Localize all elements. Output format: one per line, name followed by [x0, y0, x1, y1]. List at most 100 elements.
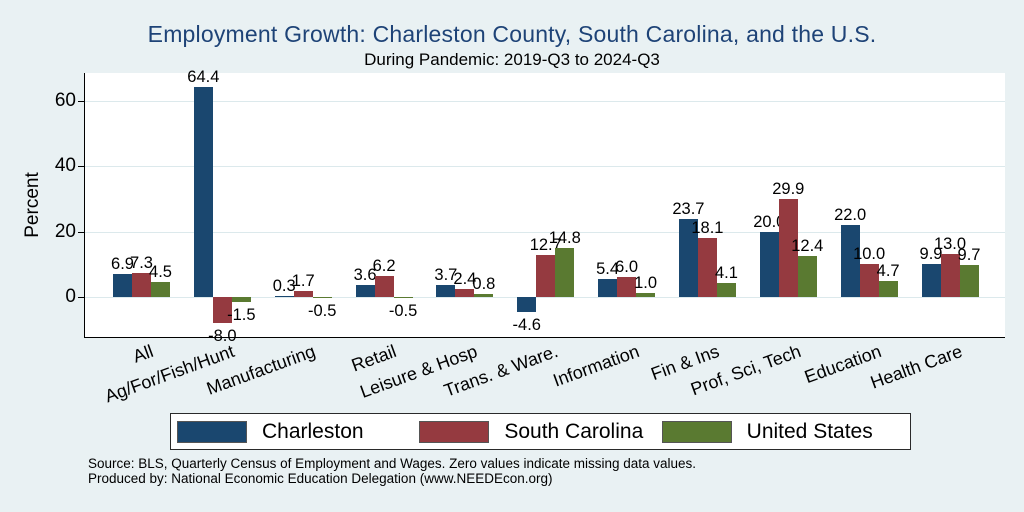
y-axis-title: Percent — [22, 172, 43, 238]
value-label: 9.7 — [957, 246, 981, 265]
value-label: 6.0 — [615, 258, 639, 277]
bar-united-states-all — [151, 281, 170, 297]
legend-item-united-states: United States — [661, 419, 904, 444]
value-label: 3.7 — [434, 265, 458, 284]
value-label: 4.1 — [714, 264, 738, 283]
value-label: 9.9 — [919, 245, 943, 264]
value-label: 0.8 — [472, 275, 496, 294]
value-label: 20.0 — [753, 212, 786, 231]
bar-charleston-leisure-hosp — [436, 284, 456, 297]
bar-united-states-health-care — [959, 265, 979, 297]
legend-label: South Carolina — [504, 419, 644, 443]
y-tick-mark-0 — [78, 296, 84, 298]
bar-south-carolina-ag-for-fish-hunt — [212, 296, 232, 323]
bar-charleston-trans-ware- — [517, 296, 537, 312]
value-label: 23.7 — [672, 200, 705, 219]
source-note: Source: BLS, Quarterly Census of Employm… — [88, 456, 696, 486]
value-label: 5.4 — [596, 260, 620, 279]
bar-south-carolina-retail — [374, 276, 394, 297]
bar-charleston-retail — [355, 284, 375, 297]
bar-south-carolina-trans-ware- — [536, 255, 556, 297]
value-label: 10.0 — [853, 245, 886, 264]
y-tick-mark-40 — [78, 166, 84, 168]
legend-item-south-carolina: South Carolina — [419, 420, 661, 444]
bar-south-carolina-fin-ins — [697, 237, 717, 297]
legend-swatch-united-states — [661, 420, 732, 443]
legend: Charleston South Carolina United States — [170, 413, 911, 450]
bar-united-states-manufacturing — [312, 296, 332, 299]
chart-title: Employment Growth: Charleston County, So… — [147, 21, 877, 47]
value-label: -8.0 — [208, 326, 237, 345]
value-label: 6.2 — [372, 257, 396, 276]
y-tick-label-40: 40 — [54, 155, 76, 177]
bar-united-states-retail — [393, 296, 413, 299]
value-label: 12.7 — [529, 236, 562, 255]
value-label: 1.7 — [291, 272, 315, 291]
bar-south-carolina-education — [859, 264, 879, 297]
value-label: -1.5 — [227, 305, 256, 324]
y-tick-label-60: 60 — [54, 90, 76, 112]
value-label: 13.0 — [933, 235, 967, 254]
bar-united-states-leisure-hosp — [474, 294, 494, 297]
bar-charleston-ag-for-fish-hunt — [193, 86, 213, 297]
value-label: 64.4 — [187, 67, 220, 86]
value-label: 29.9 — [772, 180, 805, 199]
legend-label: Charleston — [262, 419, 364, 443]
source-line-1: Source: BLS, Quarterly Census of Employm… — [88, 456, 697, 471]
value-label: 12.4 — [791, 237, 824, 256]
legend-swatch-charleston — [177, 420, 247, 443]
y-tick-mark-20 — [78, 231, 84, 233]
bar-south-carolina-manufacturing — [293, 291, 313, 297]
value-label: 3.6 — [353, 265, 377, 284]
source-line-2: Produced by: National Economic Education… — [88, 471, 553, 486]
y-axis-line — [84, 73, 85, 338]
legend-swatch-south-carolina — [419, 420, 490, 443]
bar-charleston-health-care — [921, 264, 941, 297]
y-tick-label-20: 20 — [54, 220, 76, 242]
value-label: 4.5 — [149, 262, 172, 281]
bar-united-states-fin-ins — [716, 283, 736, 297]
x-axis-line — [84, 337, 1005, 338]
value-label: 4.7 — [876, 262, 900, 281]
gridline-40 — [85, 166, 1005, 168]
bar-south-carolina-prof-sci-tech — [778, 199, 798, 297]
bar-charleston-all — [113, 274, 132, 297]
bar-charleston-manufacturing — [274, 295, 294, 297]
bar-united-states-prof-sci-tech — [797, 256, 817, 297]
value-label: 22.0 — [834, 206, 867, 225]
bar-charleston-information — [598, 279, 618, 297]
value-label: 14.8 — [548, 229, 581, 248]
value-label: -0.5 — [388, 302, 418, 321]
bar-united-states-information — [636, 293, 656, 297]
bar-united-states-ag-for-fish-hunt — [231, 296, 251, 302]
bar-south-carolina-all — [132, 272, 151, 297]
bar-south-carolina-leisure-hosp — [455, 288, 475, 297]
legend-item-charleston: Charleston — [177, 420, 419, 444]
value-label: 0.3 — [272, 276, 296, 295]
bar-charleston-fin-ins — [678, 219, 698, 297]
gridline-60 — [85, 101, 1005, 103]
x-tick-label-health-care: Health Care — [867, 341, 965, 393]
gridline-0 — [85, 296, 1005, 298]
bar-united-states-education — [878, 281, 898, 297]
value-label: -4.6 — [512, 315, 541, 334]
x-tick-label-information: Information — [549, 341, 642, 391]
value-label: -0.5 — [307, 302, 337, 321]
bar-charleston-education — [840, 225, 860, 297]
bar-south-carolina-health-care — [940, 254, 960, 297]
y-tick-label-0: 0 — [65, 285, 76, 307]
x-tick-label-all: All — [130, 341, 157, 367]
gridline-20 — [85, 231, 1005, 233]
value-label: 1.0 — [634, 274, 658, 293]
y-tick-mark-60 — [78, 101, 84, 103]
value-label: 18.1 — [691, 218, 724, 237]
value-label: 2.4 — [453, 269, 477, 288]
bar-south-carolina-information — [617, 277, 637, 297]
bar-united-states-trans-ware- — [555, 248, 575, 297]
legend-label: United States — [746, 419, 873, 443]
value-label: 6.9 — [111, 255, 134, 274]
bar-charleston-prof-sci-tech — [759, 231, 779, 297]
value-label: 7.3 — [130, 253, 153, 272]
chart-subtitle: During Pandemic: 2019-Q3 to 2024-Q3 — [364, 50, 660, 69]
